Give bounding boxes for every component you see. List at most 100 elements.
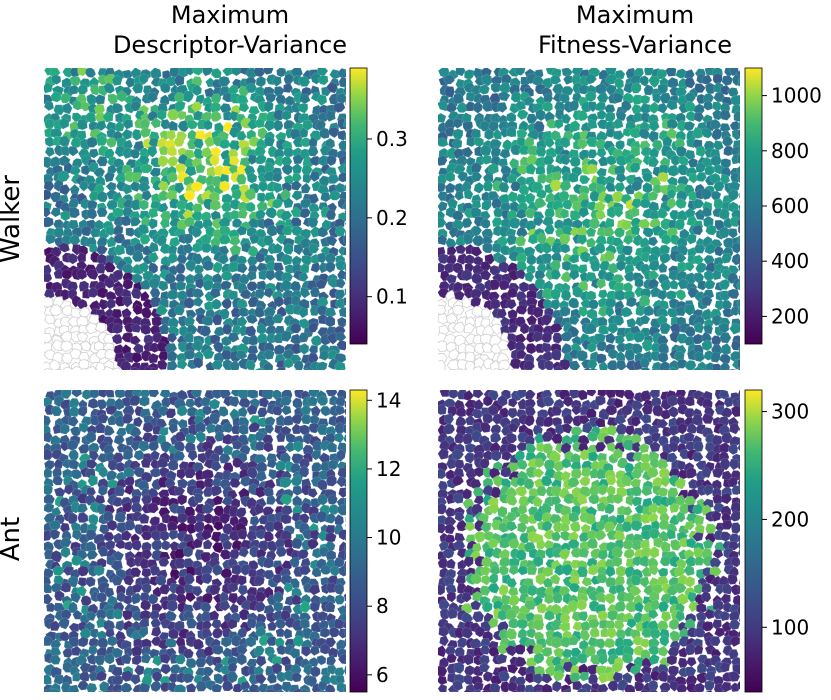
heatmap-cell	[710, 351, 721, 363]
heatmap-cell	[438, 99, 449, 112]
heatmap-cell	[156, 691, 158, 692]
heatmap-cell	[299, 93, 311, 105]
heatmap-cell	[325, 209, 337, 221]
heatmap-cell	[49, 654, 62, 665]
heatmap-cell	[298, 565, 312, 576]
heatmap-cell	[461, 146, 474, 158]
heatmap-cell	[94, 421, 106, 434]
heatmap-cell	[686, 656, 697, 668]
heatmap-cell	[542, 395, 555, 407]
heatmap-cell	[649, 440, 661, 453]
heatmap-cell	[306, 538, 319, 550]
heatmap-cell	[541, 314, 553, 327]
heatmap-cell	[472, 398, 484, 410]
heatmap-cell	[282, 415, 294, 426]
heatmap-cell	[576, 109, 589, 122]
heatmap-cell	[657, 418, 669, 430]
heatmap-cell	[327, 504, 340, 515]
heatmap-cell	[701, 74, 713, 86]
heatmap-cell	[309, 155, 322, 167]
heatmap-cell	[317, 689, 328, 692]
heatmap-cell	[316, 654, 327, 666]
heatmap-cell	[191, 585, 203, 598]
heatmap-cell	[586, 390, 597, 397]
heatmap-cell	[666, 654, 678, 666]
heatmap-cell	[338, 487, 346, 499]
heatmap-cell	[297, 306, 309, 319]
heatmap-cell	[713, 695, 724, 700]
heatmap-cell	[327, 494, 338, 506]
heatmap-cell	[44, 484, 54, 497]
heatmap-cell	[185, 682, 197, 692]
heatmap-cell	[311, 440, 324, 452]
heatmap-cell	[505, 299, 517, 310]
heatmap-cell	[720, 593, 731, 605]
heatmap-cell	[585, 226, 597, 238]
heatmap-cell	[200, 572, 213, 585]
heatmap-cell	[122, 118, 134, 130]
heatmap-cell	[248, 421, 261, 433]
heatmap-cell	[455, 415, 468, 428]
heatmap-cell	[471, 234, 485, 247]
heatmap-cell	[525, 627, 537, 639]
heatmap-cell	[518, 184, 530, 196]
heatmap-cell	[214, 430, 226, 442]
heatmap-cell	[633, 190, 645, 202]
heatmap-cell	[344, 602, 346, 610]
heatmap-cell	[438, 583, 446, 596]
heatmap-cell	[237, 528, 248, 541]
heatmap-cell	[344, 288, 346, 296]
heatmap-cell	[505, 494, 518, 507]
empty-cell	[44, 314, 56, 325]
heatmap-cell	[674, 582, 687, 594]
heatmap-cell	[504, 644, 517, 657]
heatmap-cell	[252, 691, 255, 692]
heatmap-cell	[597, 483, 609, 496]
heatmap-cell	[343, 132, 346, 141]
heatmap-cell	[209, 398, 221, 410]
heatmap-cell	[691, 451, 704, 462]
heatmap-cell	[266, 673, 278, 685]
heatmap-cell	[122, 448, 134, 461]
heatmap-cell	[660, 689, 669, 692]
heatmap-cell	[229, 243, 242, 256]
heatmap-cell	[505, 521, 518, 532]
heatmap-cell	[736, 298, 740, 309]
heatmap-cell	[306, 395, 319, 407]
heatmap-cell	[59, 210, 71, 222]
heatmap-cell	[245, 83, 258, 94]
heatmap-cell	[299, 136, 312, 148]
heatmap-cell	[70, 591, 82, 604]
heatmap-cell	[559, 358, 571, 370]
heatmap-cell	[226, 617, 238, 630]
heatmap-cell	[588, 673, 599, 685]
heatmap-cell	[632, 451, 644, 463]
heatmap-cell	[607, 371, 618, 381]
heatmap-cell	[326, 155, 337, 167]
heatmap-cell	[176, 254, 188, 265]
heatmap-cell	[587, 299, 600, 310]
heatmap-cell	[53, 458, 64, 471]
heatmap-cell	[338, 154, 346, 168]
heatmap-cell	[254, 251, 267, 264]
heatmap-cell	[614, 575, 626, 587]
heatmap-cell	[200, 529, 212, 541]
heatmap-cell	[60, 145, 71, 157]
heatmap-cell	[736, 533, 740, 543]
empty-cell	[481, 342, 493, 353]
heatmap-cell	[489, 92, 501, 105]
heatmap-cell	[77, 405, 88, 417]
heatmap-cell	[315, 361, 328, 370]
heatmap-cell	[445, 653, 458, 664]
heatmap-cell	[687, 246, 698, 259]
heatmap-cell	[612, 130, 625, 141]
heatmap-cell	[139, 73, 150, 85]
heatmap-cell	[139, 118, 151, 130]
heatmap-cell	[344, 488, 346, 497]
heatmap-cell	[176, 110, 187, 121]
heatmap-cell	[661, 233, 673, 246]
heatmap-cell	[625, 296, 637, 308]
heatmap-cell	[668, 279, 679, 290]
heatmap-cell	[208, 153, 220, 167]
heatmap-cell	[229, 693, 239, 700]
